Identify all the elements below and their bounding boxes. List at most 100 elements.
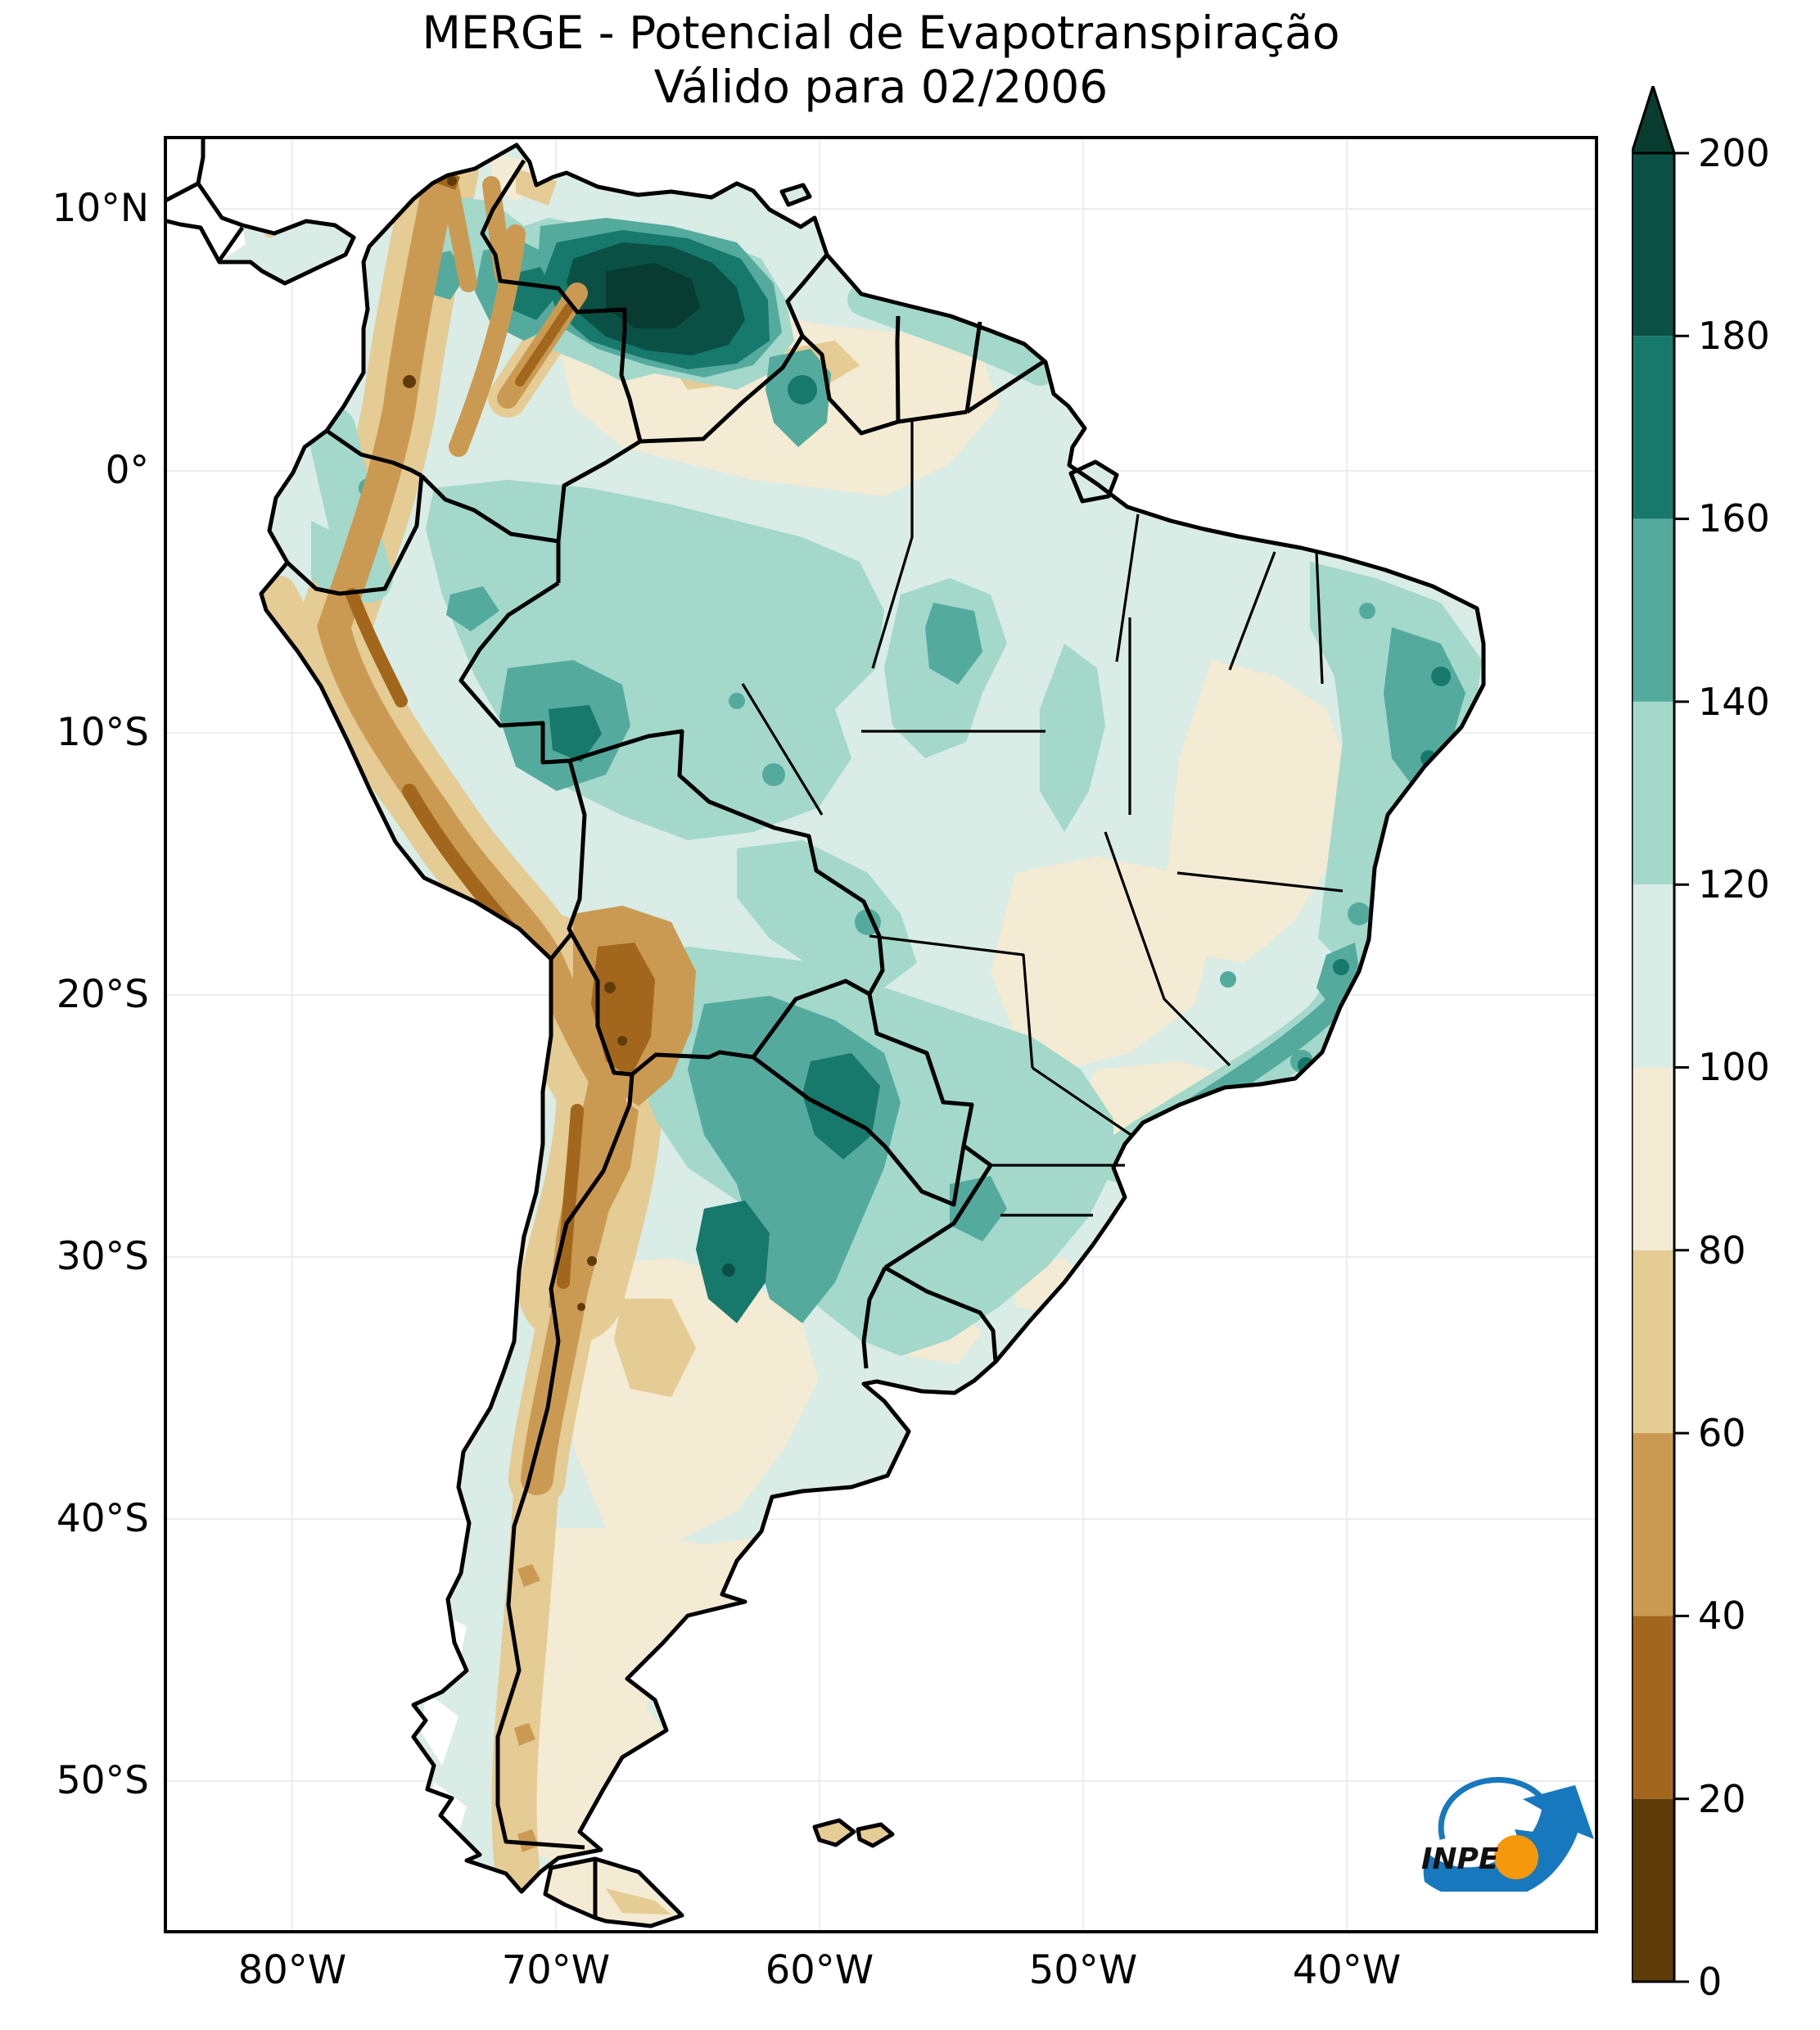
colorbar-extend-arrow	[1632, 86, 1677, 155]
lon-tick-70w: 70°W	[501, 1947, 611, 1993]
cb-band-160-180	[1632, 336, 1674, 519]
map-canvas	[164, 136, 1598, 1933]
state-border	[1032, 1066, 1133, 1137]
logo-orbit-arrow	[1438, 1777, 1554, 1845]
blob	[696, 1200, 770, 1323]
border	[325, 428, 423, 478]
cb-band-120-140	[1632, 701, 1674, 885]
state-border	[1176, 871, 1344, 893]
blob	[1348, 902, 1371, 925]
lat-tick-10n: 10°N	[52, 186, 149, 231]
border	[495, 1074, 635, 1850]
plot-subtitle: Válido para 02/2006	[653, 61, 1109, 113]
blob	[587, 1256, 597, 1266]
logo-text: INPE	[1421, 1842, 1499, 1876]
lon-tick-40w: 40°W	[1292, 1947, 1402, 1993]
plot-title: MERGE - Potencial de Evapotranspiração	[422, 7, 1340, 59]
lon-tick-50w: 50°W	[1028, 1947, 1138, 1993]
border	[801, 334, 899, 436]
border	[895, 315, 901, 423]
cb-label-200: 200	[1698, 131, 1770, 175]
border	[883, 1143, 993, 1270]
border	[549, 932, 573, 961]
border	[458, 581, 571, 765]
blob	[604, 982, 616, 993]
blob	[1359, 603, 1375, 619]
coast	[779, 183, 812, 207]
blob	[164, 136, 246, 262]
coast	[259, 142, 1486, 1894]
band	[515, 303, 574, 387]
cb-label-140: 140	[1698, 680, 1770, 724]
state-border	[1315, 551, 1324, 685]
blob	[606, 1888, 671, 1915]
state-border	[1115, 513, 1140, 662]
border	[567, 760, 587, 935]
cb-label-180: 180	[1698, 314, 1770, 358]
band	[345, 588, 408, 708]
colorbar-ticks	[1674, 151, 1689, 1983]
blob	[1220, 971, 1236, 988]
lat-tick-0: 0°	[105, 448, 149, 493]
cb-band-40-60	[1632, 1433, 1674, 1616]
blob	[514, 1723, 535, 1746]
border	[480, 159, 643, 442]
state-border	[869, 934, 1034, 1069]
border	[556, 439, 642, 542]
coastline	[164, 136, 1486, 1928]
cb-band-60-80	[1632, 1250, 1674, 1434]
border	[164, 181, 200, 204]
border	[751, 979, 871, 1059]
border	[217, 226, 245, 262]
border	[867, 993, 974, 1146]
lon-tick-60w: 60°W	[765, 1947, 874, 1993]
state-borders	[741, 419, 1344, 1217]
state-border	[871, 419, 914, 669]
map-frame	[164, 136, 1598, 1933]
border	[569, 729, 885, 996]
border	[420, 474, 561, 583]
band	[439, 166, 477, 292]
blob	[762, 763, 785, 786]
blob	[729, 693, 745, 709]
blob	[722, 1264, 735, 1277]
blob	[1316, 943, 1361, 1012]
band	[847, 283, 1056, 386]
coast	[164, 136, 356, 286]
cb-label-40: 40	[1698, 1594, 1746, 1638]
blob	[991, 857, 1212, 1069]
coast	[1068, 459, 1119, 504]
blob	[403, 375, 416, 388]
blob	[508, 267, 557, 320]
cb-label-60: 60	[1698, 1411, 1746, 1455]
blob	[517, 1829, 539, 1852]
lat-tick-10s: 10°S	[56, 710, 149, 755]
blob	[1333, 959, 1349, 975]
cb-band-80-100	[1632, 1067, 1674, 1250]
cb-label-100: 100	[1698, 1045, 1770, 1089]
lat-tick-40s: 40°S	[56, 1496, 149, 1541]
blob	[950, 1176, 1007, 1241]
blob	[577, 1303, 585, 1311]
blob	[737, 840, 917, 988]
border	[897, 409, 968, 424]
blob	[802, 1053, 880, 1160]
cb-label-80: 80	[1698, 1228, 1746, 1273]
band	[491, 1456, 560, 1911]
coast	[812, 1818, 856, 1847]
blob	[549, 705, 602, 762]
border	[883, 1265, 998, 1363]
border	[964, 321, 982, 413]
blob	[614, 1299, 696, 1397]
blob	[788, 375, 817, 405]
cb-band-20-40	[1632, 1616, 1674, 1799]
state-border	[1104, 831, 1231, 1067]
blob	[1431, 667, 1451, 686]
border	[965, 359, 1045, 414]
blob	[617, 1036, 627, 1046]
regions-0-20	[403, 176, 627, 1311]
lat-tick-50s: 50°S	[56, 1758, 149, 1803]
country-borders	[164, 159, 1045, 1918]
blob	[447, 176, 457, 186]
blob	[517, 1564, 540, 1587]
